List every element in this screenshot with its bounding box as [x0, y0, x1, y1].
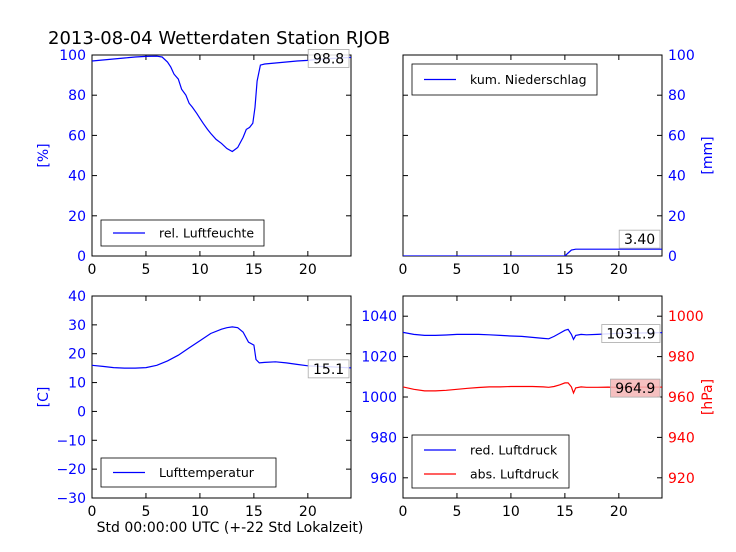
- series-line-1: [92, 55, 351, 153]
- x-tick-label: 10: [502, 504, 520, 520]
- x-tick-label: 0: [399, 262, 408, 278]
- x-tick-label: 10: [502, 262, 520, 278]
- x-tick-label: 0: [399, 504, 408, 520]
- latest-value-box: [601, 324, 661, 343]
- y-tick-label: 40: [68, 169, 86, 185]
- y-tick-label: −10: [56, 433, 86, 449]
- plot-frame: [91, 295, 352, 499]
- x-tick-label: 5: [141, 504, 150, 520]
- series-line-2: [403, 382, 662, 395]
- legend: red. Luftdruck abs. Luftdruck: [411, 434, 570, 489]
- y-tick-label-right: 980: [668, 350, 695, 366]
- y-tick-label: 10: [68, 376, 86, 392]
- x-tick-label: 15: [556, 262, 574, 278]
- y-tick-label: 60: [68, 128, 86, 144]
- legend-label: abs. Luftdruck: [470, 467, 560, 482]
- y-tick-label-right: 60: [668, 128, 686, 144]
- x-tick-label: 0: [88, 504, 97, 520]
- legend: rel. Luftfeuchte: [100, 219, 265, 247]
- y-tick-label: 20: [68, 209, 86, 225]
- legend-label: Lufttemperatur: [159, 465, 255, 480]
- pressure-chart: 0 5 10 15 20 960 980 1000 1020 1040 920 940 960 980 10…: [361, 295, 716, 520]
- latest-value-box: [307, 49, 350, 68]
- y-tick-label: 1000: [361, 390, 397, 406]
- plot-frame: [91, 54, 352, 257]
- y-tick-label-right: 1000: [668, 309, 704, 325]
- temperature-chart: 0 5 10 15 20 −30 −20 −10 0 10 20 30 40 [C] 15.1 Lufttem…: [36, 289, 352, 520]
- x-tick-label: 15: [245, 504, 263, 520]
- y-tick-label: 1040: [361, 309, 397, 325]
- y-tick-label-right: 20: [668, 209, 686, 225]
- x-tick-label: 20: [299, 262, 317, 278]
- y-tick-label: 1020: [361, 350, 397, 366]
- latest-value-label: 1031.9: [606, 327, 655, 343]
- y-tick-label: 0: [77, 249, 86, 265]
- y-tick-label-right: 940: [668, 430, 695, 446]
- legend: Lufttemperatur: [100, 457, 277, 488]
- x-tick-label: 10: [191, 504, 209, 520]
- y-axis-label: [hPa]: [700, 379, 716, 415]
- chart-title: 2013-08-04 Wetterdaten Station RJOB: [48, 28, 390, 49]
- y-tick-label-right: 80: [668, 88, 686, 104]
- legend-box: [411, 434, 570, 489]
- x-tick-label: 20: [299, 504, 317, 520]
- series-line-1: [92, 326, 351, 369]
- x-tick-label: 0: [88, 262, 97, 278]
- y-tick-label-right: 0: [668, 249, 677, 265]
- latest-value-label: 15.1: [313, 362, 344, 378]
- y-tick-label: 80: [68, 88, 86, 104]
- y-tick-label: 40: [68, 289, 86, 305]
- x-axis-label: Std 00:00:00 UTC (+-22 Std Lokalzeit): [97, 520, 364, 536]
- latest-value-box: [307, 359, 350, 379]
- precipitation-chart: 0 5 10 15 20 0 20 40 60 80 100 [mm] 3.40 kum. Nieders…: [399, 48, 716, 278]
- y-tick-label: 0: [77, 404, 86, 420]
- legend-label: kum. Niederschlag: [470, 72, 587, 87]
- latest-value-label: 964.9: [615, 381, 655, 397]
- x-tick-label: 10: [191, 262, 209, 278]
- latest-value-label: 3.40: [624, 232, 655, 248]
- x-tick-label: 5: [452, 504, 461, 520]
- y-tick-label-right: 960: [668, 390, 695, 406]
- latest-value-label: 98.8: [313, 51, 344, 67]
- y-tick-label-right: 920: [668, 471, 695, 487]
- legend-label: red. Luftdruck: [470, 443, 558, 458]
- legend: kum. Niederschlag: [411, 63, 598, 96]
- y-tick-label: 980: [370, 430, 397, 446]
- x-tick-label: 20: [610, 504, 628, 520]
- y-tick-label-right: 100: [668, 48, 695, 64]
- series-line-1: [403, 248, 662, 256]
- y-axis-label: [mm]: [700, 136, 716, 174]
- x-tick-label: 5: [141, 262, 150, 278]
- latest-value-box: [618, 229, 661, 249]
- x-tick-label: 5: [452, 262, 461, 278]
- y-tick-label: 20: [68, 347, 86, 363]
- legend-label: rel. Luftfeuchte: [159, 226, 254, 241]
- y-tick-label: −30: [56, 491, 86, 507]
- x-tick-label: 15: [556, 504, 574, 520]
- latest-value-box: [610, 378, 661, 398]
- y-axis-label: [%]: [36, 143, 52, 167]
- y-tick-label: 100: [59, 48, 86, 64]
- y-tick-label: −20: [56, 462, 86, 478]
- x-tick-label: 20: [610, 262, 628, 278]
- y-tick-label: 30: [68, 318, 86, 334]
- x-tick-label: 15: [245, 262, 263, 278]
- y-tick-label-right: 40: [668, 169, 686, 185]
- humidity-chart: 0 5 10 15 20 0 20 40 60 80 100 [%] 98.8 rel. Luftfeuc…: [36, 48, 352, 278]
- y-tick-label: 960: [370, 471, 397, 487]
- y-axis-label: [C]: [36, 387, 52, 408]
